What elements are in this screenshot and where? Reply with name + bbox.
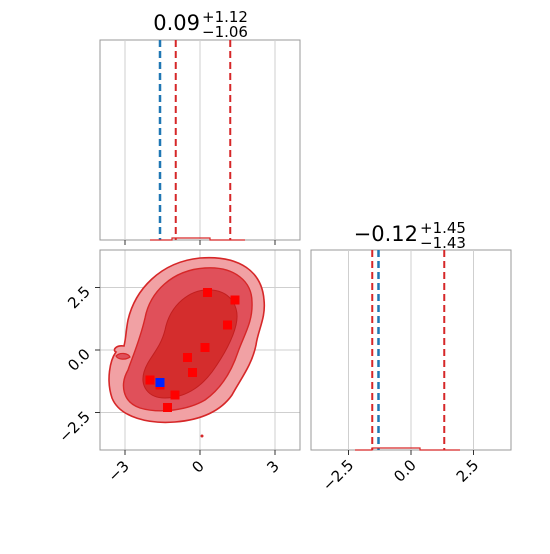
joint-x-tick-label: −3: [104, 457, 132, 485]
joint-contours: [108, 256, 266, 438]
marginal-y-tick-label: −2.5: [319, 456, 357, 494]
marginal-y-panel: −2.5 0.0 2.5 −0.12 +1.45 −1.43: [310, 219, 512, 495]
joint-sample-point: [170, 390, 180, 400]
marginal-x-panel: 0.09 +1.12 −1.06: [99, 8, 301, 245]
contour-speck: [200, 434, 204, 438]
joint-sample-point: [223, 320, 232, 330]
marginal-x-title: 0.09: [153, 11, 200, 35]
marginal-x-histogram: [150, 237, 245, 241]
contour-small-blob: [115, 352, 131, 360]
marginal-y-tick-label: 2.5: [453, 456, 483, 486]
marginal-y-title-sup: +1.45: [420, 219, 466, 237]
joint-sample-point: [188, 368, 197, 377]
marginal-y-tick-label: 0.0: [390, 456, 420, 486]
joint-x-tick-label: 3: [263, 457, 282, 476]
joint-sample-point: [230, 295, 240, 305]
marginal-x-title-sub: −1.06: [202, 23, 248, 41]
marginal-x-title-sup: +1.12: [202, 8, 248, 26]
joint-sample-point: [203, 288, 212, 297]
joint-y-tick-label: 0.0: [64, 345, 94, 375]
joint-y-tick-label: −2.5: [55, 408, 93, 446]
joint-sample-point: [200, 343, 210, 352]
joint-panel: −3 0 3 2.5 0.0 −2.5: [55, 249, 301, 485]
marginal-y-histogram: [355, 447, 460, 451]
marginal-y-title: −0.12: [354, 222, 418, 246]
joint-sample-point: [145, 375, 155, 385]
joint-sample-point: [163, 403, 172, 412]
joint-y-tick-label: 2.5: [64, 283, 94, 313]
joint-truth-point: [155, 378, 165, 387]
marginal-y-title-sub: −1.43: [420, 234, 466, 252]
joint-x-tick-label: 0: [188, 457, 207, 476]
joint-sample-point: [183, 353, 192, 362]
